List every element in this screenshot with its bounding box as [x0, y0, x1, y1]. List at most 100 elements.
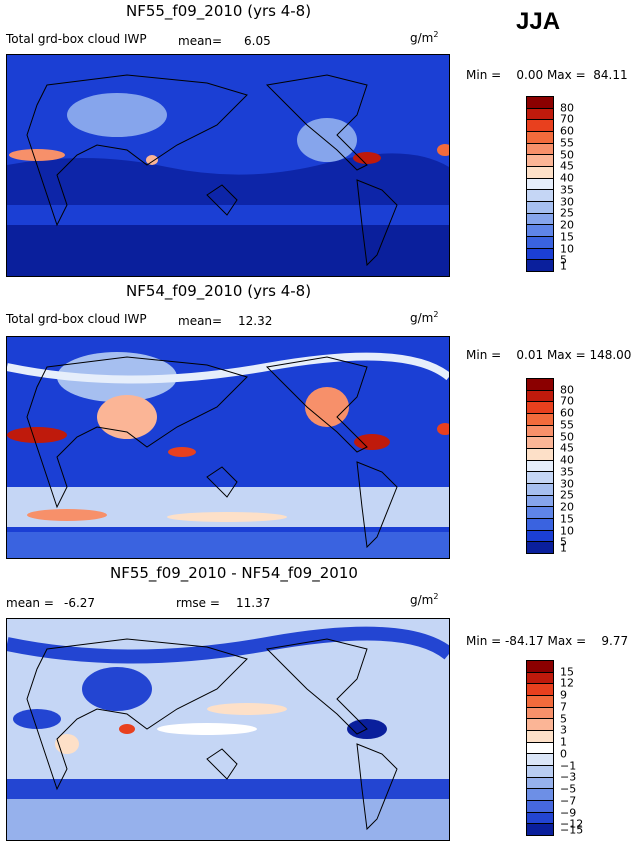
- hotspot-asia: [146, 155, 158, 165]
- asia-deficit: [82, 667, 152, 711]
- colorbar-segment: [527, 661, 553, 673]
- units-base: g/m: [410, 311, 434, 325]
- colorbar-segment: [527, 225, 553, 238]
- panel3-mean-label: mean =: [6, 596, 54, 610]
- colorbar-tick-label: 15: [560, 230, 574, 244]
- southern-deficit-band: [7, 779, 449, 799]
- hotspot-central-america: [354, 434, 390, 450]
- colorbar-segment: [527, 402, 553, 415]
- panel1-title: NF55_f09_2010 (yrs 4-8): [126, 2, 312, 20]
- units-base: g/m: [410, 593, 434, 607]
- colorbar-segment: [527, 684, 553, 697]
- colorbar-segment: [527, 519, 553, 531]
- colorbar-tick-label: 3: [560, 723, 567, 737]
- panel2-title: NF54_f09_2010 (yrs 4-8): [126, 282, 312, 300]
- colorbar-tick-label: 20: [560, 500, 574, 514]
- colorbar-tick-label: 25: [560, 206, 574, 220]
- colorbar-tick-label: −7: [560, 794, 577, 808]
- hotspot-east: [437, 144, 449, 156]
- colorbar-tick-label: −9: [560, 806, 577, 820]
- panel1-colorbar: [526, 96, 554, 272]
- colorbar-tick-label: −5: [560, 782, 577, 796]
- colorbar-tick-label: 30: [560, 195, 574, 209]
- units-exponent: 2: [433, 592, 439, 601]
- panel3-units: g/m2: [410, 592, 438, 607]
- hotspot-west: [7, 427, 67, 443]
- pacific-positive: [207, 703, 287, 715]
- panel2-colorbar-labels: 80 70 60 55 50 45 40 35 30 25 20 15 10 5…: [560, 378, 600, 555]
- colorbar-tick-label: 5: [560, 535, 567, 549]
- west-deficit: [13, 709, 61, 729]
- panel1-coastlines: [26, 74, 398, 267]
- panel3-mean-value: -6.27: [64, 596, 96, 610]
- colorbar-segment: [527, 155, 553, 168]
- colorbar-tick-label: 60: [560, 124, 574, 138]
- colorbar-segment: [527, 120, 553, 133]
- colorbar-tick-label: 70: [560, 394, 574, 408]
- hotspot-central-america: [353, 152, 381, 164]
- colorbar-tick-label: 1: [560, 541, 567, 555]
- colorbar-segment: [527, 754, 553, 767]
- panel3-minmax: Min = -84.17 Max = 9.77: [466, 634, 629, 648]
- panel3-map: [6, 618, 450, 841]
- nh-storm-track: [7, 352, 449, 384]
- colorbar-segment: [527, 542, 553, 554]
- colorbar-tick-label: 5: [560, 253, 567, 267]
- colorbar-tick-label: 60: [560, 406, 574, 420]
- colorbar-segment: [527, 237, 553, 249]
- colorbar-segment: [527, 530, 553, 543]
- colorbar-segment: [527, 719, 553, 732]
- colorbar-segment: [527, 132, 553, 144]
- colorbar-segment: [527, 143, 553, 156]
- colorbar-segment: [527, 414, 553, 426]
- colorbar-tick-label: 20: [560, 218, 574, 232]
- colorbar-tick-label: 15: [560, 665, 574, 679]
- panel2-coastlines: [26, 356, 398, 549]
- units-base: g/m: [410, 31, 434, 45]
- panel2-map-plot: [7, 337, 449, 558]
- colorbar-segment: [527, 766, 553, 778]
- colorbar-segment: [527, 213, 553, 226]
- maritime-hotspot: [168, 447, 196, 457]
- colorbar-segment: [527, 801, 553, 813]
- colorbar-segment: [527, 789, 553, 802]
- colorbar-tick-label: 55: [560, 136, 574, 150]
- colorbar-tick-label: 40: [560, 171, 574, 185]
- panel2-map: [6, 336, 450, 559]
- colorbar-tick-label: 50: [560, 148, 574, 162]
- colorbar-tick-label: 15: [560, 512, 574, 526]
- pacific-neutral: [157, 723, 257, 735]
- colorbar-tick-label: 55: [560, 418, 574, 432]
- polar-band: [7, 799, 449, 840]
- polar-band: [7, 225, 449, 276]
- colorbar-segment: [527, 108, 553, 121]
- colorbar-segment: [527, 812, 553, 825]
- colorbar-segment: [527, 672, 553, 685]
- southern-hotspot: [27, 509, 107, 521]
- namerica-patch: [305, 387, 349, 427]
- colorbar-segment: [527, 707, 553, 720]
- panel3-rmse-value: 11.37: [236, 596, 271, 610]
- colorbar-segment: [527, 178, 553, 191]
- southern-band-warm: [167, 512, 287, 522]
- panel3-title: NF55_f09_2010 - NF54_f09_2010: [110, 564, 358, 582]
- panel1-mean-label: mean=: [178, 34, 223, 48]
- panel1-map-plot: [7, 55, 449, 276]
- panel2-minmax: Min = 0.01 Max = 148.00: [466, 348, 632, 362]
- colorbar-tick-label: 10: [560, 242, 574, 256]
- colorbar-tick-label: 80: [560, 101, 574, 115]
- colorbar-segment: [527, 484, 553, 496]
- colorbar-segment: [527, 437, 553, 450]
- colorbar-tick-label: −3: [560, 770, 577, 784]
- units-exponent: 2: [433, 30, 439, 39]
- panel1-mean-value: 6.05: [244, 34, 271, 48]
- colorbar-tick-label: 9: [560, 688, 567, 702]
- colorbar-segment: [527, 202, 553, 214]
- panel2-colorbar: [526, 378, 554, 554]
- units-exponent: 2: [433, 310, 439, 319]
- colorbar-segment: [527, 824, 553, 836]
- colorbar-segment: [527, 248, 553, 261]
- colorbar-segment: [527, 97, 553, 109]
- panel2-mean-label: mean=: [178, 314, 223, 328]
- colorbar-segment: [527, 260, 553, 272]
